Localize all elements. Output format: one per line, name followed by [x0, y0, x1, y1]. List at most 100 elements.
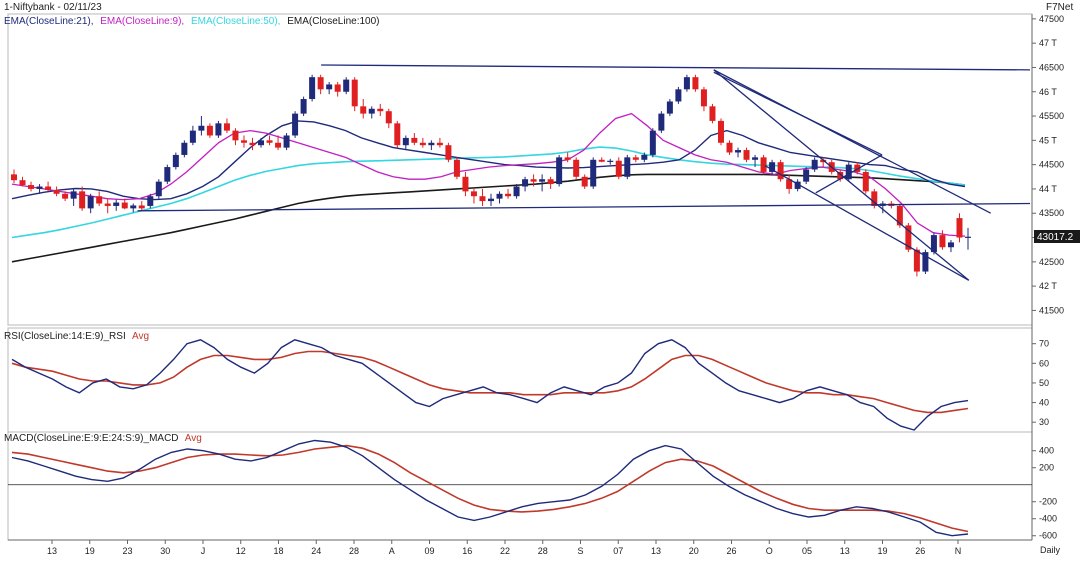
- candle: [581, 174, 588, 189]
- candle-body: [735, 150, 742, 153]
- candle: [615, 157, 622, 180]
- candle-body: [419, 142, 426, 146]
- candle: [113, 199, 120, 211]
- candle: [411, 133, 418, 146]
- candle-body: [181, 142, 188, 155]
- candle-body: [564, 157, 571, 160]
- candle: [223, 118, 230, 134]
- candle: [377, 103, 384, 117]
- candle-body: [343, 79, 350, 92]
- x-tick-label: 16: [462, 546, 472, 556]
- candle-body: [803, 169, 810, 182]
- candle: [547, 176, 554, 189]
- candle-body: [317, 77, 324, 90]
- candle-body: [556, 157, 563, 185]
- candle-body: [777, 162, 784, 180]
- candle-body: [717, 120, 724, 143]
- candle-body: [726, 142, 733, 153]
- price-legend: EMA(CloseLine:21), EMA(CloseLine:9), EMA…: [4, 16, 380, 27]
- candle-body: [666, 101, 673, 114]
- candle: [947, 239, 954, 253]
- macd-avg-line: [11, 444, 969, 533]
- candle: [172, 152, 179, 170]
- candle: [965, 227, 971, 250]
- candle-body: [283, 135, 290, 148]
- candle: [87, 193, 94, 214]
- candle-body: [232, 130, 239, 141]
- macd-y-tick-label: -200: [1039, 497, 1057, 507]
- candle: [922, 249, 929, 274]
- candle-body: [19, 180, 26, 186]
- candle: [717, 118, 724, 146]
- candle: [147, 193, 154, 209]
- candle: [70, 188, 77, 206]
- trendline: [713, 69, 970, 281]
- candle-body: [62, 193, 69, 199]
- candle-body: [905, 225, 912, 250]
- candle: [939, 230, 946, 250]
- candle-body: [377, 108, 384, 112]
- candle: [334, 82, 341, 97]
- candle-body: [147, 196, 154, 206]
- candle-body: [53, 189, 60, 194]
- candle: [726, 140, 733, 155]
- candle: [164, 164, 171, 185]
- candle-body: [351, 79, 358, 107]
- candle: [300, 96, 307, 117]
- x-tick-label: A: [389, 546, 395, 556]
- price-y-tick-label: 44500: [1039, 160, 1064, 170]
- trendline: [713, 71, 883, 156]
- candle: [343, 77, 350, 95]
- x-axis: 13 19 23 30 J 12 18 24 28 A 09 16 22 28 S 07 13 20 26 O 05 13…: [47, 540, 961, 556]
- candle: [811, 157, 818, 172]
- x-tick-label: 05: [802, 546, 812, 556]
- candle: [351, 77, 358, 112]
- macd-y-tick-label: -400: [1039, 514, 1057, 524]
- candle-body: [496, 193, 503, 199]
- price-panel-frame: [7, 13, 1033, 326]
- x-tick-label: 13: [47, 546, 57, 556]
- rsi-legend-main: RSI(CloseLine:14:E:9)_RSI: [4, 331, 126, 342]
- candle: [326, 82, 333, 95]
- candle: [505, 188, 512, 199]
- candle: [385, 108, 392, 129]
- candle: [837, 169, 844, 182]
- candle: [760, 154, 767, 175]
- trendline: [764, 165, 970, 281]
- x-tick-label: 26: [726, 546, 736, 556]
- price-y-tick-label: 47 T: [1039, 38, 1057, 48]
- candle-body: [164, 167, 171, 182]
- candle: [258, 137, 265, 148]
- candle-body: [530, 179, 537, 182]
- candle-body: [837, 171, 844, 180]
- ema9-line: [11, 112, 966, 237]
- candle-body: [641, 154, 648, 160]
- last-price-value: 43017.2: [1037, 232, 1074, 243]
- candle: [138, 201, 145, 211]
- candle-body: [249, 142, 256, 146]
- price-y-tick-label: 43500: [1039, 208, 1064, 218]
- candle: [632, 154, 639, 163]
- ema50-line: [11, 146, 966, 239]
- candle-body: [522, 179, 529, 187]
- x-tick-label: 22: [500, 546, 510, 556]
- candle-body: [513, 186, 520, 197]
- candle: [675, 86, 682, 104]
- price-y-axis: 47500 47 T 46500 46 T 45500 45 T 44500 44 T 4350…: [1032, 14, 1064, 315]
- candle-body: [28, 185, 35, 189]
- rsi-panel-frame: [7, 327, 1033, 433]
- ema100-line: [11, 173, 966, 263]
- legend-ema50: EMA(CloseLine:50),: [191, 16, 280, 27]
- x-tick-label: 07: [613, 546, 623, 556]
- candle-body: [505, 193, 512, 197]
- candle-body: [206, 125, 213, 136]
- candle: [283, 133, 290, 151]
- x-tick-label: S: [577, 546, 583, 556]
- macd-panel-frame: [7, 431, 1033, 541]
- candle: [854, 162, 861, 175]
- candle-body: [258, 140, 265, 146]
- candle: [769, 159, 776, 175]
- macd-legend-avg: Avg: [185, 433, 202, 444]
- x-tick-label: J: [201, 546, 206, 556]
